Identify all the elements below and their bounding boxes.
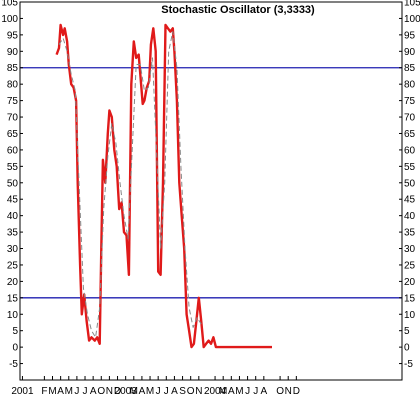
x-tick-label: J	[253, 386, 258, 397]
y-tick-label-right: 10	[404, 310, 416, 321]
x-tick-label: A	[57, 386, 64, 397]
x-tick-label: O	[187, 386, 195, 397]
y-tick-label-left: 50	[7, 178, 19, 189]
x-tick-label: M	[130, 386, 138, 397]
y-tick-label-right: 35	[404, 228, 416, 239]
y-axis-right: -5 0 5 10 15 20 25 30 35 40 45 50 55 60 65 70 75 80 85 90 95…	[399, 0, 420, 370]
x-tick-label: N	[195, 386, 202, 397]
x-tick-label: N	[106, 386, 113, 397]
x-tick-label: D	[114, 386, 121, 397]
y-tick-label-right: 20	[404, 277, 416, 288]
x-tick-label: A	[90, 386, 97, 397]
y-tick-label-right: 30	[404, 244, 416, 255]
y-tick-label-left: 0	[12, 343, 18, 354]
x-tick-label: S	[179, 386, 186, 397]
y-tick-label-left: 35	[7, 228, 19, 239]
y-tick-label-right: 75	[404, 96, 416, 107]
series-line-1	[55, 23, 272, 349]
y-tick-label-right: 50	[404, 178, 416, 189]
y-tick-label-left: 75	[7, 96, 19, 107]
y-tick-label-right: 85	[404, 63, 416, 74]
y-tick-label-left: 45	[7, 195, 19, 206]
y-tick-label-left: 60	[7, 145, 19, 156]
x-tick-label: D	[293, 386, 300, 397]
x-tick-label: O	[276, 386, 284, 397]
y-tick-label-right: 105	[404, 0, 420, 9]
y-tick-label-left: 30	[7, 244, 19, 255]
x-tick-label: N	[285, 386, 292, 397]
y-tick-label-right: 5	[404, 326, 410, 337]
y-tick-label-left: 100	[1, 14, 18, 25]
y-tick-label-left: 70	[7, 113, 19, 124]
x-tick-label: 2003	[115, 386, 138, 397]
y-tick-label-left: 40	[7, 211, 19, 222]
y-tick-label-left: 95	[7, 30, 19, 41]
y-tick-label-right: 25	[404, 260, 416, 271]
y-tick-label-right: 90	[404, 47, 416, 58]
x-tick-label: M	[48, 386, 56, 397]
y-tick-label-left: 85	[7, 63, 19, 74]
x-tick-label: A	[139, 386, 146, 397]
x-tick-label: O	[97, 386, 105, 397]
y-tick-label-right: 0	[404, 343, 410, 354]
y-tick-label-right: 95	[404, 30, 416, 41]
x-tick-label: J	[74, 386, 79, 397]
series-line-2	[58, 31, 202, 338]
x-tick-label: M	[65, 386, 73, 397]
y-tick-label-left: 5	[12, 326, 18, 337]
x-tick-label: M	[235, 386, 243, 397]
y-tick-label-left: 90	[7, 47, 19, 58]
x-tick-label: M	[146, 386, 154, 397]
x-tick-label: F	[41, 386, 47, 397]
y-tick-label-left: 20	[7, 277, 19, 288]
x-tick-label: J	[83, 386, 88, 397]
chart-title: Stochastic Oscillator (3,3333)	[161, 4, 315, 16]
x-tick-label: A	[228, 386, 235, 397]
y-tick-label-right: 45	[404, 195, 416, 206]
y-tick-label-left: 55	[7, 162, 19, 173]
x-tick-label: A	[260, 386, 267, 397]
y-tick-label-right: 100	[404, 14, 420, 25]
x-tick-label: 2004	[204, 386, 227, 397]
x-tick-label: J	[245, 386, 250, 397]
axes	[19, 1, 403, 381]
y-tick-label-left: 10	[7, 310, 19, 321]
y-tick-label-left: 25	[7, 260, 19, 271]
y-tick-label-right: 40	[404, 211, 416, 222]
y-tick-label-right: 70	[404, 113, 416, 124]
y-tick-label-right: 15	[404, 293, 416, 304]
x-tick-label: J	[164, 386, 169, 397]
y-tick-label-left: 15	[7, 293, 19, 304]
x-tick-label: 2001	[11, 386, 34, 397]
y-tick-label-left: -5	[9, 359, 18, 370]
x-tick-label: A	[171, 386, 178, 397]
y-tick-label-right: -5	[404, 359, 413, 370]
series-lines	[55, 23, 272, 349]
y-tick-label-left: 105	[1, 0, 18, 9]
y-axis-left: -5 0 5 10 15 20 25 30 35 40 45 50 55 60 65 70 75 80 85 90 95…	[1, 0, 23, 370]
y-tick-label-right: 80	[404, 80, 416, 91]
y-tick-label-left: 80	[7, 80, 19, 91]
x-tick-label: J	[156, 386, 161, 397]
plot-frame	[19, 1, 403, 381]
y-tick-label-left: 65	[7, 129, 19, 140]
y-tick-label-right: 60	[404, 145, 416, 156]
x-tick-label: M	[219, 386, 227, 397]
y-tick-label-right: 55	[404, 162, 416, 173]
y-tick-label-right: 65	[404, 129, 416, 140]
